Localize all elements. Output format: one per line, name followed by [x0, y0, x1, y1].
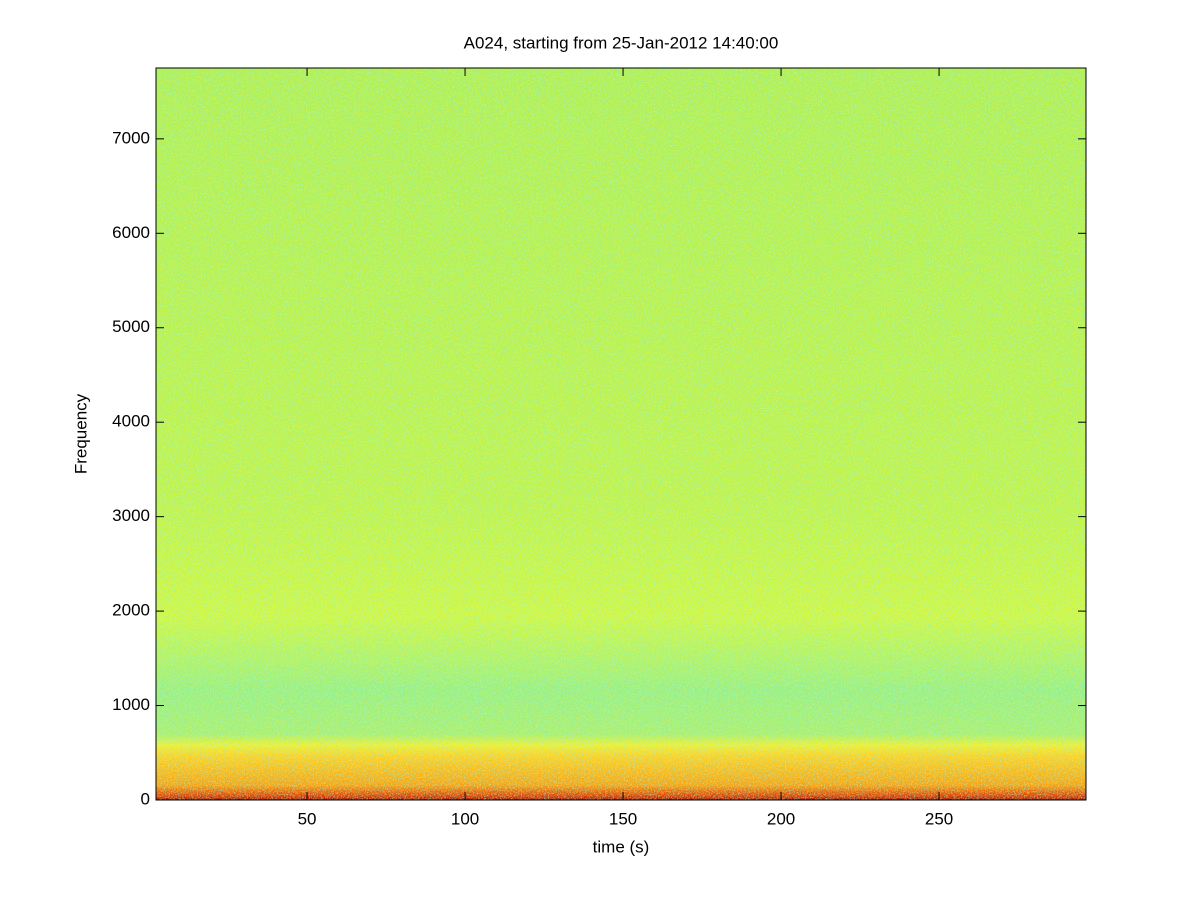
y-tick-label: 4000: [112, 412, 150, 431]
x-tick-label: 250: [925, 809, 953, 828]
y-tick-label: 7000: [112, 128, 150, 147]
y-tick-label: 0: [141, 789, 150, 808]
y-tick-label: 3000: [112, 506, 150, 525]
x-tick-label: 50: [298, 809, 317, 828]
x-tick-label: 150: [609, 809, 637, 828]
x-axis-label: time (s): [593, 837, 650, 856]
spectrogram-noise: [156, 68, 1086, 800]
chart-title: A024, starting from 25-Jan-2012 14:40:00: [464, 33, 779, 52]
y-axis-label: Frequency: [71, 393, 90, 474]
y-tick-label: 6000: [112, 223, 150, 242]
x-tick-label: 100: [451, 809, 479, 828]
y-tick-label: 2000: [112, 601, 150, 620]
spectrogram-image: [156, 68, 1086, 800]
x-tick-label: 200: [767, 809, 795, 828]
axes-box: [155, 67, 1087, 801]
y-tick-label: 1000: [112, 695, 150, 714]
y-tick-label: 5000: [112, 317, 150, 336]
